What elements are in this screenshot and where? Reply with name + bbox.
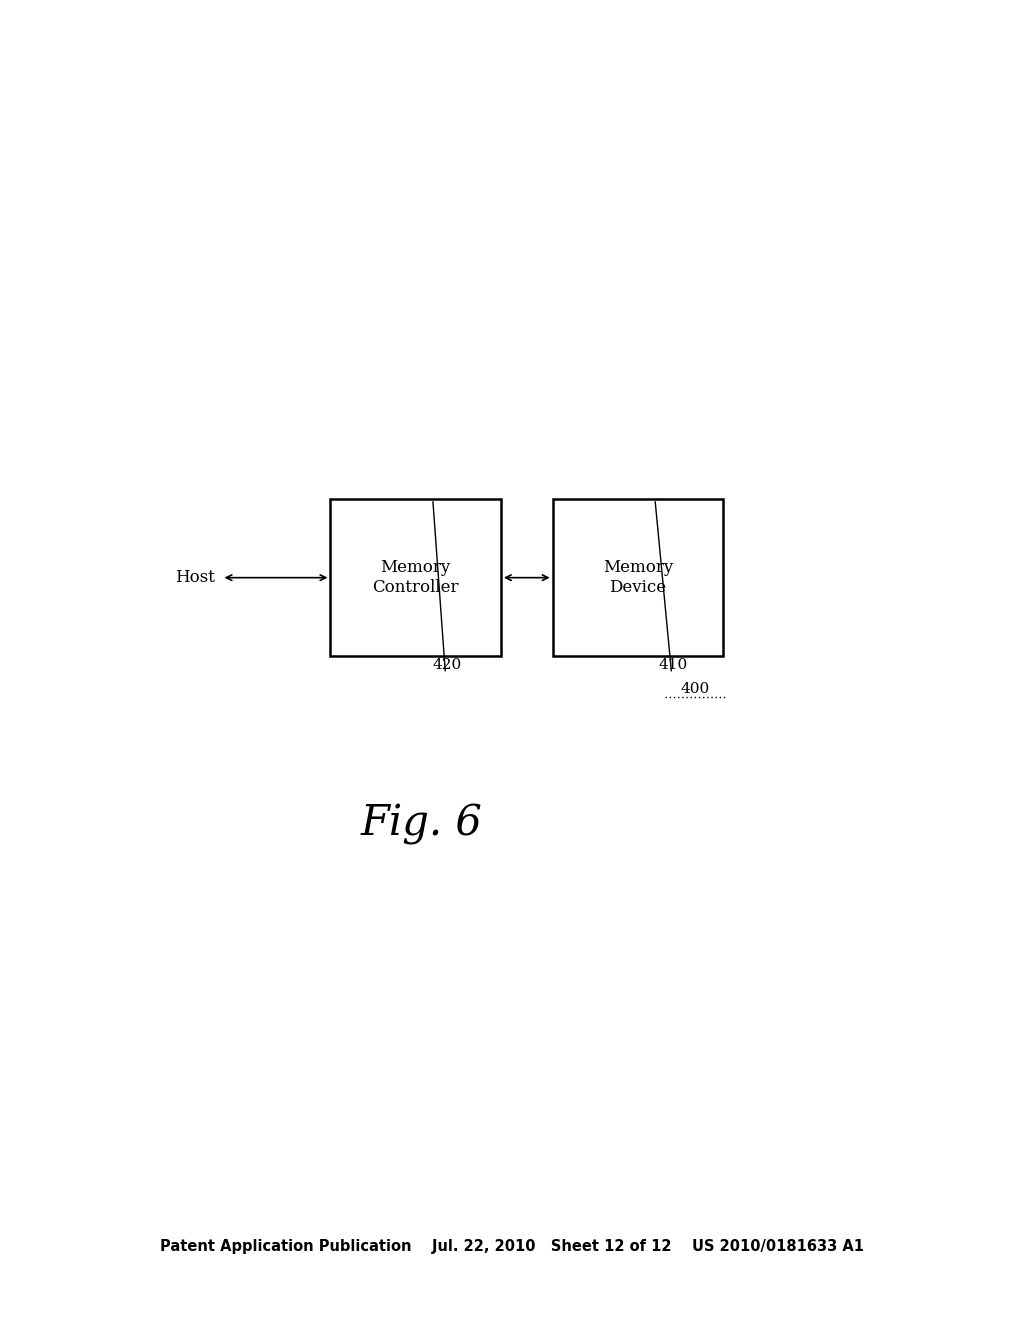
Text: 410: 410 (658, 657, 688, 672)
Bar (553, 499, 723, 656)
Text: Memory
Device: Memory Device (603, 560, 673, 595)
Text: Fig. 6: Fig. 6 (360, 803, 482, 845)
Text: Host: Host (175, 569, 215, 586)
Text: Patent Application Publication    Jul. 22, 2010   Sheet 12 of 12    US 2010/0181: Patent Application Publication Jul. 22, … (160, 1238, 864, 1254)
Text: 400: 400 (681, 682, 710, 696)
Text: 420: 420 (432, 657, 462, 672)
Text: Memory
Controller: Memory Controller (373, 560, 459, 595)
Bar (331, 499, 501, 656)
